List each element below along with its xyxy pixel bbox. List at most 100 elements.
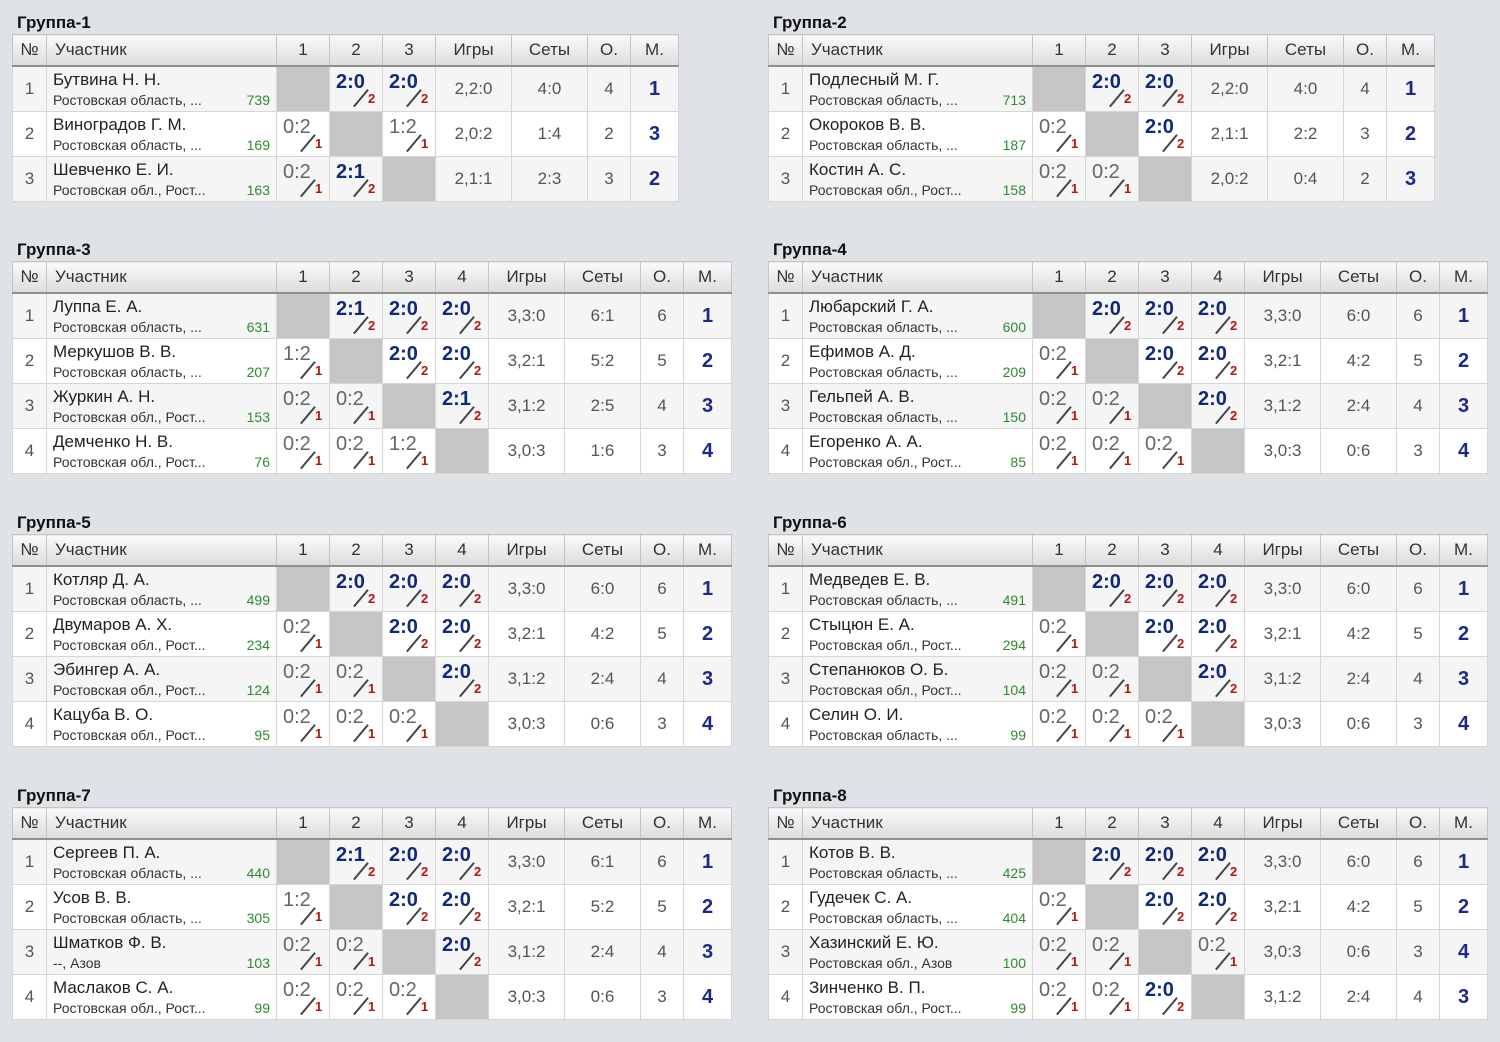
participant-cell[interactable]: Селин О. И. Ростовская область, ... 99 <box>802 701 1033 747</box>
participant-cell[interactable]: Медведев Е. В. Ростовская область, ... 491 <box>802 565 1033 612</box>
participant-name[interactable]: Костин А. С. <box>809 160 907 179</box>
col-opponent-header[interactable]: 3 <box>1138 34 1192 67</box>
col-games-header[interactable]: Игры <box>1244 261 1321 294</box>
col-opponent-header[interactable]: 4 <box>435 534 489 567</box>
match-result-cell[interactable]: 2:0 2 <box>1138 838 1192 885</box>
col-opponent-header[interactable]: 3 <box>1138 534 1192 567</box>
match-result-cell[interactable]: 0:2 1 <box>1085 974 1139 1020</box>
col-opponent-header[interactable]: 1 <box>276 534 330 567</box>
col-points-header[interactable]: О. <box>1396 534 1440 567</box>
match-result-cell[interactable]: 0:2 1 <box>276 611 330 657</box>
match-result-cell[interactable]: 0:2 1 <box>1032 884 1086 930</box>
participant-cell[interactable]: Окороков В. В. Ростовская область, ... 187 <box>802 111 1033 157</box>
col-opponent-header[interactable]: 4 <box>1191 534 1245 567</box>
col-num-header[interactable]: № <box>12 807 47 840</box>
col-participant-header[interactable]: Участник <box>46 261 277 294</box>
participant-cell[interactable]: Котов В. В. Ростовская область, ... 425 <box>802 838 1033 885</box>
col-opponent-header[interactable]: 4 <box>1191 261 1245 294</box>
col-games-header[interactable]: Игры <box>488 807 565 840</box>
match-result-cell[interactable]: 2:1 2 <box>435 383 489 429</box>
participant-cell[interactable]: Маслаков С. А. Ростовская обл., Рост... 99 <box>46 974 277 1020</box>
table-row[interactable]: 3 Шматков Ф. В. --, Азов 103 0:2 1 0:2 1 2:0 2 3,1… <box>12 929 732 975</box>
match-result-cell[interactable]: 0:2 1 <box>1032 156 1086 202</box>
match-result-cell[interactable]: 0:2 1 <box>1032 656 1086 702</box>
participant-name[interactable]: Любарский Г. А. <box>809 297 934 316</box>
table-row[interactable]: 2 Меркушов В. В. Ростовская область, ... 20… <box>12 338 732 384</box>
match-result-cell[interactable]: 0:2 1 <box>382 974 436 1020</box>
match-result-cell[interactable]: 0:2 1 <box>329 701 383 747</box>
match-result-cell[interactable]: 0:2 1 <box>1085 656 1139 702</box>
match-result-cell[interactable]: 2:0 2 <box>1191 656 1245 702</box>
match-result-cell[interactable]: 2:0 2 <box>1191 884 1245 930</box>
match-result-cell[interactable]: 2:0 2 <box>382 65 436 112</box>
participant-name[interactable]: Кацуба В. О. <box>53 705 154 724</box>
match-result-cell[interactable]: 0:2 1 <box>329 428 383 474</box>
table-row[interactable]: 3 Степанюков О. Б. Ростовская обл., Рост..… <box>768 656 1488 702</box>
match-result-cell[interactable]: 2:0 2 <box>1138 65 1192 112</box>
match-result-cell[interactable]: 2:0 2 <box>1191 611 1245 657</box>
col-opponent-header[interactable]: 1 <box>1032 807 1086 840</box>
participant-cell[interactable]: Хазинский Е. Ю. Ростовская обл., Азов 100 <box>802 929 1033 975</box>
match-result-cell[interactable]: 2:1 2 <box>329 156 383 202</box>
match-result-cell[interactable]: 2:0 2 <box>1191 383 1245 429</box>
participant-cell[interactable]: Эбингер А. А. Ростовская обл., Рост... 124 <box>46 656 277 702</box>
match-result-cell[interactable]: 0:2 1 <box>1138 428 1192 474</box>
match-result-cell[interactable]: 2:0 2 <box>1138 111 1192 157</box>
participant-name[interactable]: Виноградов Г. М. <box>53 115 187 134</box>
match-result-cell[interactable]: 0:2 1 <box>276 974 330 1020</box>
col-place-header[interactable]: М. <box>1386 34 1435 67</box>
col-opponent-header[interactable]: 2 <box>1085 807 1139 840</box>
col-num-header[interactable]: № <box>12 261 47 294</box>
participant-name[interactable]: Журкин А. Н. <box>53 387 156 406</box>
match-result-cell[interactable]: 2:0 2 <box>382 611 436 657</box>
col-participant-header[interactable]: Участник <box>46 534 277 567</box>
col-points-header[interactable]: О. <box>1343 34 1387 67</box>
col-points-header[interactable]: О. <box>640 534 684 567</box>
col-opponent-header[interactable]: 3 <box>382 534 436 567</box>
match-result-cell[interactable]: 0:2 1 <box>276 656 330 702</box>
participant-name[interactable]: Медведев Е. В. <box>809 570 931 589</box>
participant-cell[interactable]: Любарский Г. А. Ростовская область, ... 60… <box>802 292 1033 339</box>
col-opponent-header[interactable]: 2 <box>1085 534 1139 567</box>
col-num-header[interactable]: № <box>12 534 47 567</box>
match-result-cell[interactable]: 2:0 2 <box>435 611 489 657</box>
col-opponent-header[interactable]: 2 <box>1085 261 1139 294</box>
match-result-cell[interactable]: 0:2 1 <box>1085 701 1139 747</box>
participant-cell[interactable]: Виноградов Г. М. Ростовская область, ... 1… <box>46 111 277 157</box>
match-result-cell[interactable]: 2:0 2 <box>382 292 436 339</box>
match-result-cell[interactable]: 2:0 2 <box>1138 611 1192 657</box>
col-opponent-header[interactable]: 2 <box>329 807 383 840</box>
match-result-cell[interactable]: 0:2 1 <box>1032 383 1086 429</box>
col-num-header[interactable]: № <box>768 807 803 840</box>
match-result-cell[interactable]: 2:0 2 <box>1138 974 1192 1020</box>
match-result-cell[interactable]: 0:2 1 <box>1032 701 1086 747</box>
table-row[interactable]: 1 Медведев Е. В. Ростовская область, ... 49… <box>768 565 1488 612</box>
participant-name[interactable]: Демченко Н. В. <box>53 432 173 451</box>
match-result-cell[interactable]: 2:0 2 <box>435 565 489 612</box>
col-place-header[interactable]: М. <box>683 261 732 294</box>
match-result-cell[interactable]: 2:0 2 <box>1138 565 1192 612</box>
col-place-header[interactable]: М. <box>630 34 679 67</box>
col-sets-header[interactable]: Сеты <box>1267 34 1344 67</box>
participant-cell[interactable]: Бутвина Н. Н. Ростовская область, ... 739 <box>46 65 277 112</box>
match-result-cell[interactable]: 0:2 1 <box>1085 383 1139 429</box>
participant-name[interactable]: Селин О. И. <box>809 705 904 724</box>
col-games-header[interactable]: Игры <box>1244 807 1321 840</box>
match-result-cell[interactable]: 0:2 1 <box>276 383 330 429</box>
match-result-cell[interactable]: 0:2 1 <box>1032 111 1086 157</box>
participant-cell[interactable]: Журкин А. Н. Ростовская обл., Рост... 153 <box>46 383 277 429</box>
table-row[interactable]: 3 Костин А. С. Ростовская обл., Рост... 158… <box>768 156 1435 202</box>
col-opponent-header[interactable]: 3 <box>1138 807 1192 840</box>
col-sets-header[interactable]: Сеты <box>1320 534 1397 567</box>
col-opponent-header[interactable]: 4 <box>435 807 489 840</box>
col-participant-header[interactable]: Участник <box>802 807 1033 840</box>
participant-cell[interactable]: Усов В. В. Ростовская область, ... 305 <box>46 884 277 930</box>
participant-name[interactable]: Ефимов А. Д. <box>809 342 916 361</box>
col-place-header[interactable]: М. <box>683 807 732 840</box>
match-result-cell[interactable]: 2:0 2 <box>1191 565 1245 612</box>
col-sets-header[interactable]: Сеты <box>564 807 641 840</box>
participant-name[interactable]: Степанюков О. Б. <box>809 660 949 679</box>
match-result-cell[interactable]: 0:2 1 <box>329 656 383 702</box>
table-row[interactable]: 2 Двумаров А. Х. Ростовская обл., Рост... 2… <box>12 611 732 657</box>
participant-name[interactable]: Луппа Е. А. <box>53 297 143 316</box>
